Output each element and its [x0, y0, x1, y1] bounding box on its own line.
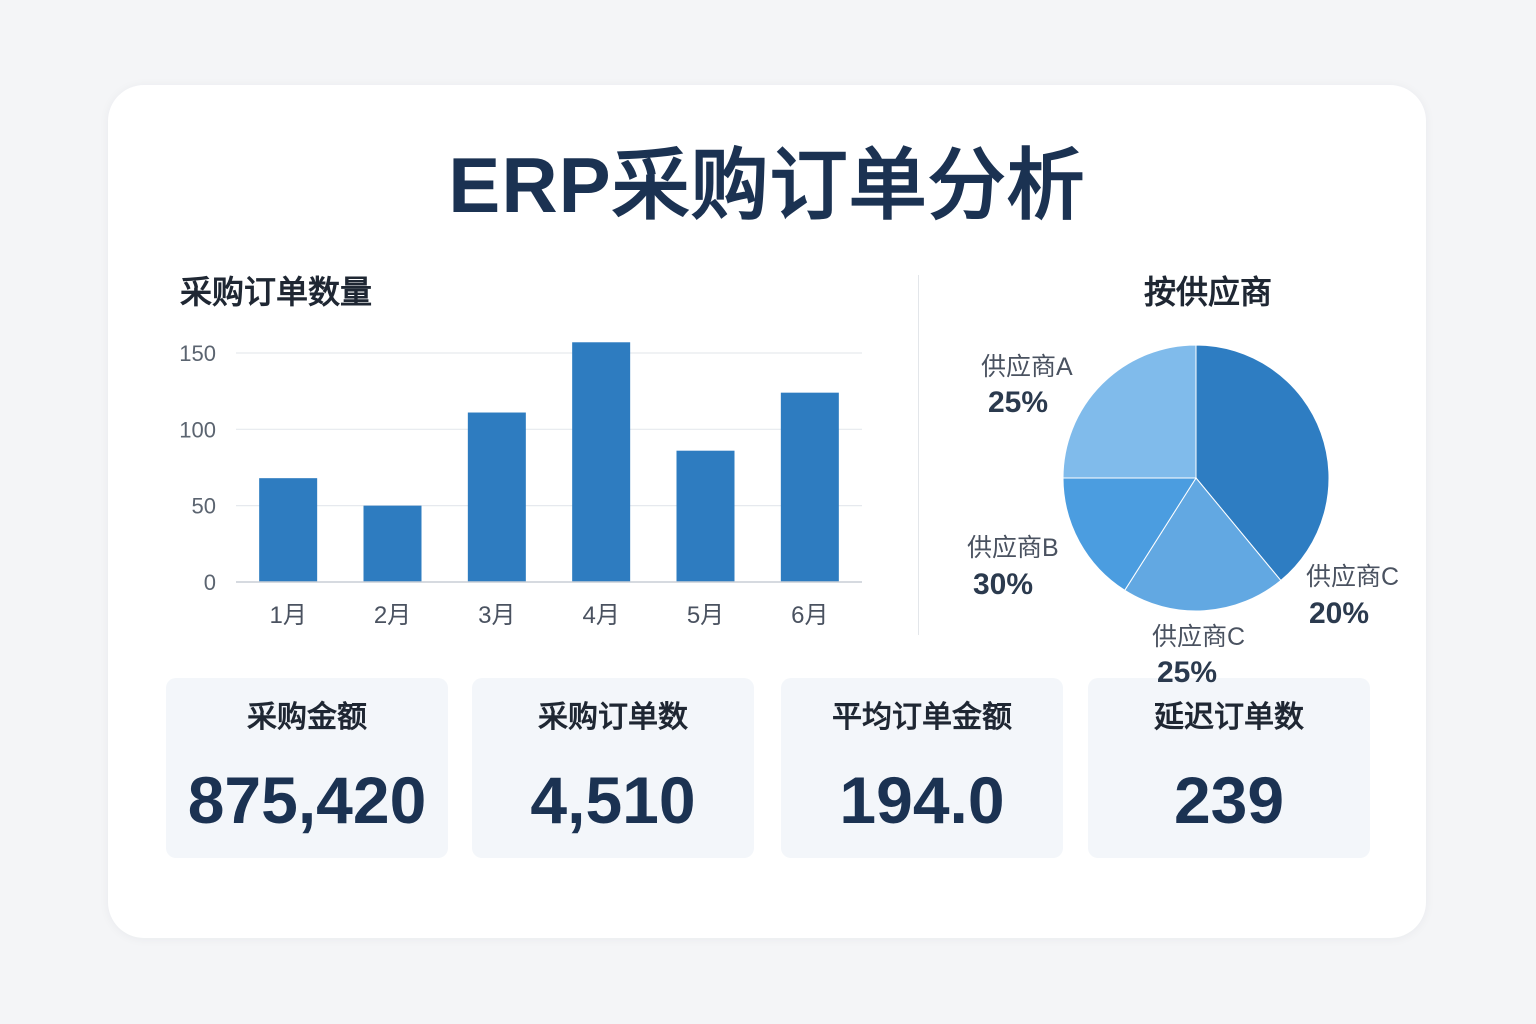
kpi-label: 延迟订单数	[1154, 701, 1304, 734]
bars	[259, 342, 839, 582]
bar	[676, 450, 735, 582]
pie-chart-title: 按供应商	[1143, 274, 1272, 310]
bar	[467, 412, 526, 582]
pie-slice	[1062, 477, 1197, 591]
y-tick-label: 150	[179, 341, 216, 366]
kpi-value: 4,510	[530, 763, 696, 837]
x-tick-label: 6月	[791, 602, 828, 629]
pie-slices	[1062, 344, 1330, 612]
pie-percent-supplier-c-bottom: 25%	[1157, 656, 1217, 689]
pie-percent-supplier-a: 25%	[988, 386, 1048, 419]
bar-chart-title: 采购订单数量	[180, 274, 373, 310]
kpi-value: 875,420	[187, 763, 427, 837]
pie-slice	[1195, 344, 1330, 582]
x-tick-label: 5月	[687, 602, 724, 629]
x-tick-label: 4月	[582, 602, 619, 629]
bar	[363, 505, 422, 582]
pie-labels: 供应商A 25% 供应商B 30% 供应商C 20% 供应商C 25%	[967, 353, 1399, 689]
pie-label-supplier-c-right: 供应商C	[1306, 563, 1399, 591]
dashboard-card: ERP采购订单分析 采购订单数量 0 50 100 150 1月 2月 3月 4月 5月 6月 …	[108, 85, 1426, 938]
pie-label-supplier-a: 供应商A	[981, 353, 1073, 381]
kpi-value: 194.0	[839, 763, 1005, 837]
y-tick-labels: 0 50 100 150	[179, 341, 216, 595]
kpi-tile-purchase-amount: 采购金额 875,420	[166, 678, 448, 858]
y-tick-label: 50	[192, 494, 216, 519]
pie-label-supplier-b: 供应商B	[967, 534, 1059, 562]
bar	[259, 478, 318, 582]
bar	[780, 392, 839, 582]
kpi-label: 采购金额	[247, 701, 367, 734]
x-tick-labels: 1月 2月 3月 4月 5月 6月	[269, 602, 828, 629]
x-tick-label: 1月	[269, 602, 306, 629]
kpi-tile-order-count: 采购订单数 4,510	[472, 678, 754, 858]
pie-chart: 供应商A 25% 供应商B 30% 供应商C 20% 供应商C 25%	[967, 344, 1399, 689]
pie-percent-supplier-c-right: 20%	[1309, 597, 1369, 630]
x-tick-label: 3月	[478, 602, 515, 629]
page-title: ERP采购订单分析	[448, 141, 1086, 229]
pie-slice	[1062, 344, 1197, 479]
bar-chart: 0 50 100 150 1月 2月 3月 4月 5月 6月	[179, 341, 862, 629]
y-tick-label: 100	[179, 417, 216, 442]
pie-label-supplier-c-bottom: 供应商C	[1152, 623, 1245, 651]
pie-percent-supplier-b: 30%	[973, 568, 1033, 601]
bar	[572, 342, 631, 582]
kpi-label: 平均订单金额	[832, 701, 1012, 734]
kpi-value: 239	[1173, 763, 1285, 837]
panel-divider	[918, 275, 919, 635]
y-tick-label: 0	[204, 570, 216, 595]
pie-slice	[1124, 477, 1282, 612]
kpi-tile-average-order-amount: 平均订单金额 194.0	[781, 678, 1063, 858]
y-gridlines	[236, 352, 862, 507]
x-tick-label: 2月	[374, 602, 411, 629]
kpi-label: 采购订单数	[538, 701, 688, 734]
kpi-tile-delayed-orders: 延迟订单数 239	[1088, 678, 1370, 858]
